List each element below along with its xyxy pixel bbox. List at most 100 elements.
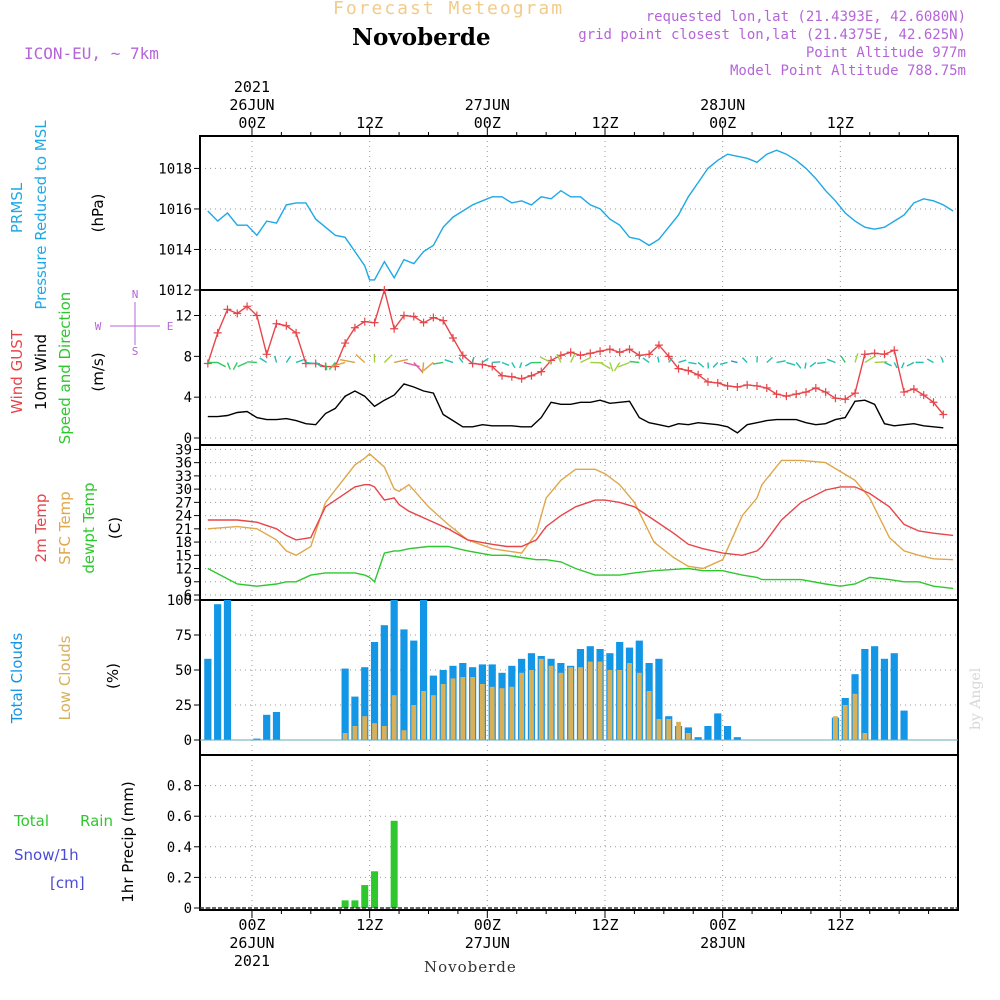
wind-direction-arrow — [730, 360, 738, 364]
wind-direction-arrow — [524, 361, 532, 367]
panel-frame-precipitation — [199, 754, 959, 911]
clouds-unit-label: (%) — [104, 663, 122, 689]
total-cloud-bar — [655, 658, 663, 740]
low-cloud-bar — [421, 691, 426, 740]
model-label: ICON-EU, ~ 7km — [24, 44, 159, 63]
ytick-label-temperature-8: 30 — [175, 482, 192, 498]
gust-marker — [252, 311, 261, 320]
top-time-label-5-0: 12Z — [827, 114, 854, 132]
total-cloud-bar — [890, 653, 898, 740]
gust-marker — [939, 410, 948, 419]
low-cloud-bar — [489, 686, 495, 740]
temp-sfc-label: SFC Temp — [56, 491, 74, 564]
low-cloud-bar — [568, 667, 574, 740]
ytick-label-temperature-3: 15 — [175, 548, 192, 564]
wind-direction-arrow — [355, 353, 366, 363]
precip-total-label: Total — [13, 812, 49, 830]
gust-marker — [909, 385, 918, 394]
wind-direction-arrow — [295, 358, 305, 364]
gust-marker — [390, 324, 399, 333]
bottom-time-label-2-1: 27JUN — [465, 934, 510, 952]
wind-direction-arrow — [688, 361, 697, 365]
wind-direction-arrow — [864, 355, 876, 364]
ytick-label-wind-3: 12 — [175, 309, 192, 325]
low-cloud-bar — [646, 691, 652, 740]
gust-marker — [596, 347, 605, 356]
gust-marker — [537, 367, 546, 376]
wind-direction-arrow — [809, 361, 817, 368]
gust-marker — [802, 388, 811, 397]
gust-marker — [292, 328, 301, 337]
gust-marker — [752, 381, 761, 390]
wind-direction-arrow — [786, 361, 796, 366]
ytick-label-clouds-0: 0 — [184, 733, 192, 749]
total-cloud-bar — [733, 737, 741, 740]
ytick-label-temperature-0: 6 — [184, 588, 192, 604]
total-cloud-bar — [900, 710, 908, 740]
total-cloud-bar — [253, 738, 261, 740]
gust-marker — [605, 345, 614, 354]
precip-snow-unit-label: [cm] — [50, 874, 85, 892]
wind-direction-arrow — [826, 358, 836, 364]
low-cloud-bar — [842, 705, 848, 740]
low-cloud-bar — [833, 716, 838, 740]
total-cloud-bar — [390, 600, 398, 740]
gust-marker — [507, 372, 516, 381]
gust-marker — [880, 350, 889, 359]
low-cloud-bar — [676, 721, 681, 740]
bottom-time-label-0-1: 26JUN — [229, 934, 274, 952]
precip-unit-label: 1hr Precip (mm) — [119, 781, 137, 902]
wind-direction-arrow — [840, 355, 846, 363]
top-time-label-0-2: 00Z — [238, 114, 265, 132]
compass-cross — [110, 302, 160, 345]
wind-direction-arrow — [629, 360, 640, 364]
bottom-time-label-3-0: 12Z — [591, 916, 618, 934]
wind-direction-arrow — [617, 361, 630, 368]
rain-bar — [341, 900, 349, 908]
wind-direction-label: Speed and Direction — [56, 292, 74, 445]
gust-marker — [488, 362, 497, 371]
wind-direction-arrow — [315, 361, 322, 368]
low-cloud-bar — [460, 677, 466, 740]
gust-marker — [782, 392, 791, 401]
wind-direction-arrow — [444, 359, 454, 364]
gust-marker — [841, 395, 850, 404]
total-cloud-bar — [880, 658, 889, 740]
total-cloud-bar — [351, 696, 359, 740]
wind-direction-arrow — [232, 362, 238, 371]
gust-marker — [929, 398, 938, 407]
ytick-label-temperature-1: 9 — [184, 575, 192, 591]
ytick-label-temperature-9: 33 — [175, 469, 192, 485]
wind-direction-arrow — [580, 356, 592, 364]
gust-marker — [203, 359, 212, 368]
wind-direction-arrow — [854, 353, 859, 363]
total-cloud-bar — [263, 714, 271, 740]
total-cloud-bar — [714, 713, 722, 740]
total-cloud-bar — [370, 642, 379, 740]
bottom-time-label-2-0: 00Z — [474, 916, 501, 934]
low-cloud-bar — [597, 661, 603, 740]
low-cloud-bar — [381, 726, 387, 740]
gust-marker — [684, 366, 693, 375]
wind-direction-arrow — [884, 361, 892, 367]
low-cloud-bar — [499, 688, 505, 740]
gust-marker — [860, 350, 869, 359]
low-cloud-bar — [656, 719, 662, 740]
compass-west: W — [95, 320, 102, 333]
ytick-label-precipitation-4: 0.8 — [167, 779, 192, 795]
wind-direction-arrow — [642, 357, 650, 364]
low-cloud-bar — [411, 705, 417, 740]
total-cloud-bar — [694, 737, 702, 740]
wind-direction-arrow — [340, 358, 356, 364]
low-cloud-bar — [440, 684, 446, 740]
wind-direction-arrow — [274, 355, 278, 363]
wind-direction-arrow — [237, 361, 248, 368]
low-cloud-bar — [852, 693, 858, 740]
wind-direction-arrow — [609, 362, 614, 372]
wind-direction-arrow — [599, 361, 611, 370]
ytick-label-temperature-10: 36 — [175, 456, 192, 472]
wind-direction-arrow — [492, 361, 501, 364]
ytick-label-clouds-3: 75 — [175, 628, 192, 644]
wind-direction-arrow — [0, 0, 953, 362]
top-time-label-0-0: 2021 — [234, 78, 270, 96]
